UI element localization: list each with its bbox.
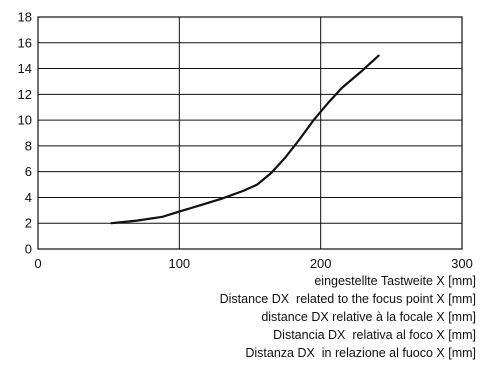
x-axis-ticks: 0 100 200 300: [34, 256, 472, 271]
y-tick-label: 2: [25, 216, 32, 231]
y-tick-label: 8: [25, 138, 32, 153]
x-axis-label-fr: distance DX relative à la focale X [mm]: [261, 310, 476, 324]
y-tick-label: 4: [25, 190, 32, 205]
y-tick-label: 16: [18, 35, 32, 50]
plot-frame: [37, 16, 463, 250]
x-axis-label-it: Distanza DX in relazione al fuoco X [mm]: [245, 346, 476, 360]
y-tick-label: 6: [25, 164, 32, 179]
y-tick-label: 14: [18, 61, 32, 76]
grid-lines: [38, 17, 462, 249]
x-axis-label-de: eingestellte Tastweite X [mm]: [314, 274, 476, 288]
y-tick-label: 18: [18, 10, 32, 25]
x-tick-label: 100: [168, 256, 190, 271]
y-axis-ticks: 0 2 4 6 8 10 12 14 16 18: [18, 10, 32, 257]
y-tick-label: 12: [18, 87, 32, 102]
y-tick-label: 10: [18, 113, 32, 128]
x-tick-label: 200: [310, 256, 332, 271]
series-line: [110, 54, 380, 225]
x-tick-label: 300: [451, 256, 473, 271]
x-tick-label: 0: [34, 256, 41, 271]
y-tick-label: 0: [25, 242, 32, 257]
x-axis-label-en: Distance DX related to the focus point X…: [219, 292, 476, 306]
x-axis-label-es: Distancia DX relativa al foco X [mm]: [273, 328, 476, 342]
x-axis-labels: eingestellte Tastweite X [mm] Distance D…: [220, 272, 476, 362]
